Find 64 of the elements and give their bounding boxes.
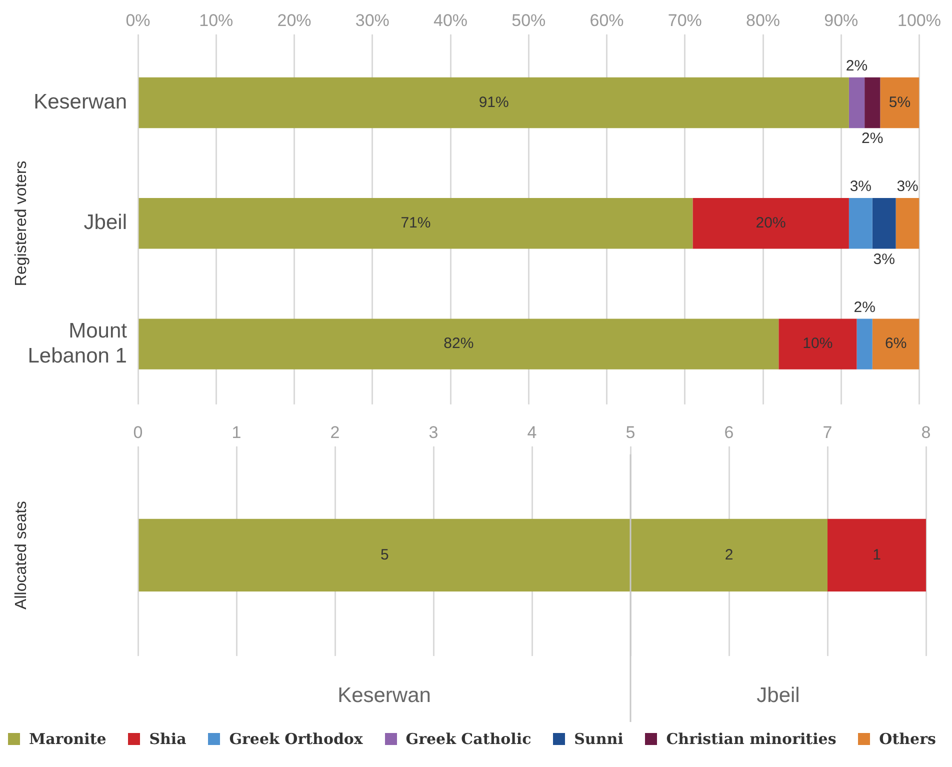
x-tick-label: 1 (232, 422, 242, 442)
legend-label: Greek Orthodox (228, 730, 363, 748)
y-tick-label: Mount Lebanon 1 (28, 319, 128, 368)
data-label: 91% (478, 94, 509, 111)
x-tick-label: 0% (126, 10, 150, 30)
x-tick-label: 80% (746, 10, 780, 30)
bar (138, 198, 693, 249)
x-tick-label: 20% (277, 10, 312, 30)
y-tick-label: Jbeil (84, 211, 127, 234)
x-tick-label: 100% (898, 10, 941, 30)
x-tick-label: 2 (330, 422, 340, 442)
bar (828, 518, 926, 592)
legend-label: Christian minorities (665, 730, 836, 748)
bar (848, 198, 872, 249)
y-tick-label: Keserwan (34, 90, 127, 114)
bar (848, 77, 865, 128)
x-tick-label: 10% (199, 10, 234, 30)
bar (880, 77, 920, 128)
y-axis-title: Allocated seats (13, 500, 30, 610)
data-label: 3% (873, 250, 895, 268)
legend-label: Maronite (28, 730, 106, 748)
x-tick-label: 6 (724, 422, 734, 442)
data-label: 2% (854, 298, 876, 316)
x-tick-label: 8 (921, 422, 931, 442)
bar (896, 198, 920, 249)
x-tick-label: 0 (133, 422, 143, 442)
data-label: 6% (884, 335, 907, 352)
bar (856, 318, 872, 370)
data-label: 71% (400, 214, 431, 232)
bar (692, 198, 849, 249)
bar (138, 77, 849, 128)
x-tick-label: 7 (822, 422, 832, 442)
x-tick-label: 70% (668, 10, 702, 30)
x-tick-label: 50% (512, 10, 546, 30)
legend-label: Shia (148, 730, 186, 748)
text: Jbeil (756, 684, 800, 707)
legend-label: Sunni (573, 730, 624, 748)
x-tick-label: 3 (428, 422, 438, 442)
bar (778, 318, 857, 370)
data-label: 2% (846, 58, 868, 75)
data-label: 2% (862, 130, 884, 148)
text: Keserwan (338, 684, 431, 707)
bar (872, 318, 920, 370)
x-tick-label: 90% (824, 10, 858, 30)
data-label: 5 (380, 546, 389, 564)
data-label: 5% (888, 94, 911, 111)
legend-label: Greek Catholic (404, 730, 532, 748)
bar (864, 77, 880, 128)
x-tick-label: 60% (590, 10, 624, 30)
bar (872, 198, 896, 249)
bar (138, 318, 779, 370)
x-tick-label: 40% (433, 10, 468, 30)
data-label: 3% (896, 178, 918, 196)
legend-label: Others (878, 730, 936, 748)
y-axis-title: Registered voters (13, 160, 30, 286)
x-tick-label: 30% (355, 10, 390, 30)
data-label: 3% (850, 178, 872, 196)
data-label: 82% (444, 335, 474, 352)
data-label: 10% (802, 335, 833, 352)
data-label: 1 (872, 546, 881, 564)
data-label: 20% (756, 214, 786, 232)
data-label: 2 (724, 546, 734, 564)
x-tick-label: 4 (527, 422, 537, 442)
x-tick-label: 5 (626, 422, 636, 442)
